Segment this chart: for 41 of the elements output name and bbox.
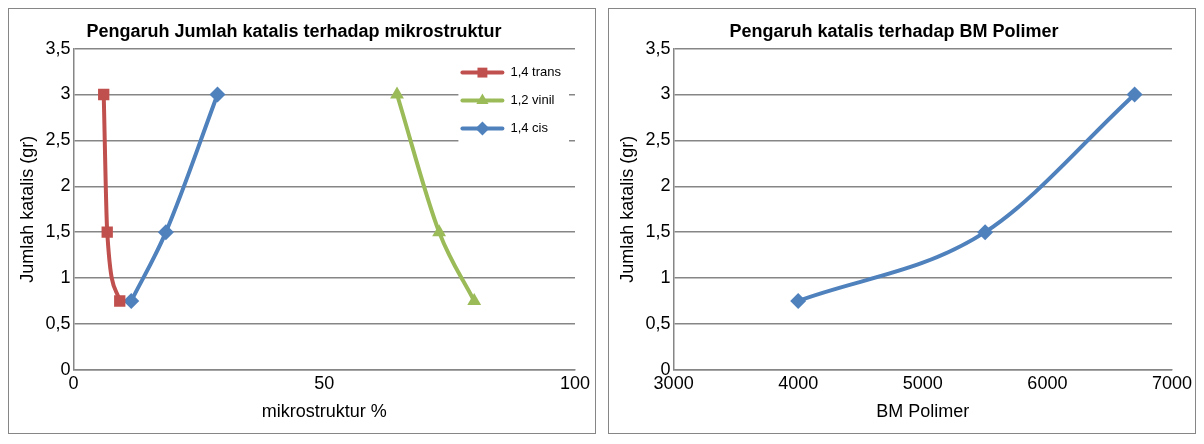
point <box>98 88 110 101</box>
x-axis-title: mikrostruktur % <box>261 401 387 422</box>
x-tick-label: 50 <box>314 372 335 393</box>
legend-label: 1,4 cis <box>510 120 549 136</box>
point <box>432 224 447 237</box>
x-axis-title: BM Polimer <box>876 401 970 422</box>
y-tick-label: 2 <box>60 175 71 196</box>
point <box>157 224 174 241</box>
point <box>790 292 807 309</box>
y-tick-label: 3 <box>60 83 71 104</box>
legend-label: 1,2 vinil <box>510 92 555 108</box>
x-tick-label: 4000 <box>778 372 819 393</box>
point <box>209 86 226 103</box>
x-tick-label: 5000 <box>902 372 943 393</box>
legend-label: 1,4 trans <box>510 64 562 80</box>
y-tick-label: 2,5 <box>45 129 71 150</box>
y-tick-label: 3 <box>660 83 671 104</box>
y-tick-label: 0 <box>60 358 71 379</box>
point <box>390 86 404 99</box>
y-tick-label: 2,5 <box>645 129 671 150</box>
point <box>123 292 140 309</box>
y-tick-label: 1,5 <box>645 221 671 242</box>
y-tick-label: 0,5 <box>45 312 71 333</box>
chart-title: Pengaruh katalis terhadap BM Polimer <box>729 20 1059 41</box>
point <box>977 224 994 241</box>
y-tick-label: 2 <box>660 175 671 196</box>
y-axis-title: Jumlah katalis (gr) <box>16 135 37 283</box>
y-tick-label: 1 <box>60 267 71 287</box>
y-tick-label: 3,5 <box>645 37 671 58</box>
x-tick-label: 7000 <box>1151 372 1192 393</box>
x-tick-label: 6000 <box>1027 372 1068 393</box>
chart-title: Pengaruh Jumlah katalis terhadap mikrostruktur <box>86 20 502 41</box>
y-tick-label: 0,5 <box>645 312 671 333</box>
y-tick-label: 3,5 <box>45 37 71 58</box>
point <box>1126 86 1143 103</box>
point <box>114 295 126 307</box>
y-tick-label: 1 <box>660 267 671 287</box>
point <box>101 226 113 238</box>
x-tick-label: 100 <box>559 372 591 393</box>
y-tick-label: 1,5 <box>45 221 71 242</box>
y-axis-title: Jumlah katalis (gr) <box>616 135 637 283</box>
